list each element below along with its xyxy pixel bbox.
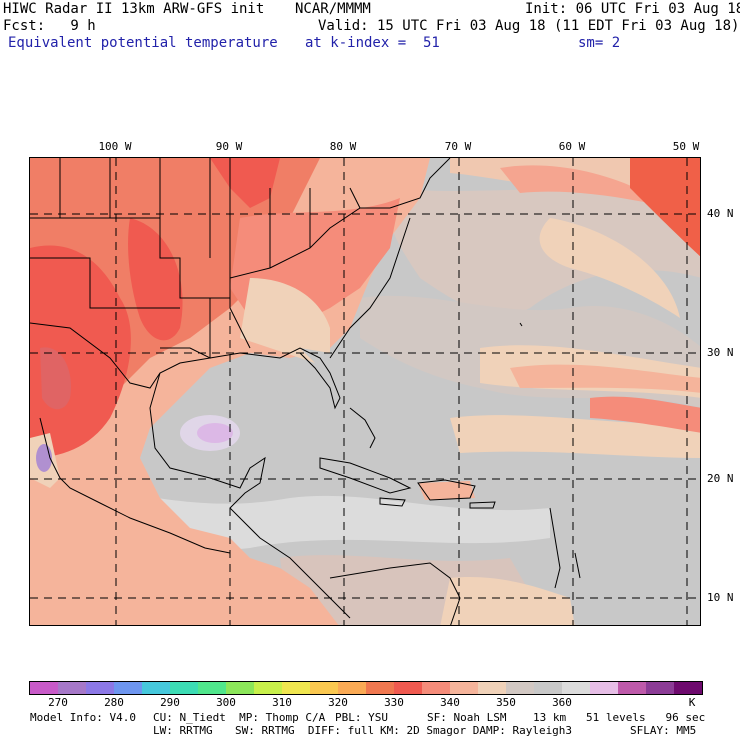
colorbar-swatch (394, 682, 422, 694)
colorbar-swatch (58, 682, 86, 694)
footer-pbl: PBL: YSU (335, 711, 388, 724)
forecast-hour: Fcst: 9 h (3, 18, 96, 34)
lon-tick-90w: 90 W (215, 140, 243, 153)
colorbar-label-310: 310 (272, 696, 292, 709)
colorbar-swatch (478, 682, 506, 694)
field-name: Equivalent potential temperature (8, 35, 278, 51)
colorbar-label-280: 280 (104, 696, 124, 709)
colorbar-swatch (590, 682, 618, 694)
colorbar-swatch (282, 682, 310, 694)
init-time: Init: 06 UTC Fri 03 Aug 18 (525, 1, 740, 17)
lat-tick-30n: 30 N (707, 346, 734, 359)
colorbar-swatch (646, 682, 674, 694)
model-title: HIWC Radar II 13km ARW-GFS init (3, 1, 265, 17)
colorbar-swatch (142, 682, 170, 694)
footer-resolution: 13 km 51 levels 96 sec (533, 711, 706, 724)
colorbar-label-360: 360 (552, 696, 572, 709)
lat-tick-20n: 20 N (707, 472, 734, 485)
level-label: at k-index = 51 (305, 35, 440, 51)
colorbar-swatch (254, 682, 282, 694)
colorbar-swatch (674, 682, 702, 694)
colorbar-swatch (422, 682, 450, 694)
colorbar-swatch (450, 682, 478, 694)
org-label: NCAR/MMMM (295, 1, 371, 17)
lon-tick-50w: 50 W (672, 140, 700, 153)
lon-tick-70w: 70 W (444, 140, 472, 153)
colorbar-swatch (366, 682, 394, 694)
colorbar-label-340: 340 (440, 696, 460, 709)
footer-cu-mp: CU: N_Tiedt MP: Thomp C/A (153, 711, 326, 724)
lon-tick-60w: 60 W (558, 140, 586, 153)
colorbar-label-330: 330 (384, 696, 404, 709)
map-canvas (30, 158, 700, 625)
colorbar-swatch (198, 682, 226, 694)
footer-sw-diff: SW: RRTMG DIFF: full (235, 724, 375, 737)
colorbar-swatch (114, 682, 142, 694)
colorbar-swatch (562, 682, 590, 694)
colorbar-swatch (310, 682, 338, 694)
colorbar-swatch (338, 682, 366, 694)
colorbar-swatch (226, 682, 254, 694)
colorbar-label-320: 320 (328, 696, 348, 709)
colorbar-label-290: 290 (160, 696, 180, 709)
colorbar-label-350: 350 (496, 696, 516, 709)
colorbar-swatch (86, 682, 114, 694)
colorbar-swatch (506, 682, 534, 694)
footer-sf: SF: Noah LSM (427, 711, 507, 724)
colorbar-swatch (534, 682, 562, 694)
lat-tick-10n: 10 N (707, 591, 734, 604)
lon-tick-80w: 80 W (329, 140, 357, 153)
colorbar-swatch (618, 682, 646, 694)
coastlines (30, 158, 581, 625)
smoothing-label: sm= 2 (578, 35, 621, 51)
footer-km-damp: KM: 2D Smagor DAMP: Rayleigh3 (380, 724, 573, 737)
footer-model-info: Model Info: V4.0 (30, 711, 136, 724)
colorbar-swatch (170, 682, 198, 694)
lat-tick-40n: 40 N (707, 207, 734, 220)
graticule (30, 158, 700, 625)
lon-tick-100w: 100 W (98, 140, 132, 153)
colorbar (29, 681, 703, 695)
colorbar-label-270: 270 (48, 696, 68, 709)
footer-sflay: SFLAY: MM5 (630, 724, 697, 737)
valid-time: Valid: 15 UTC Fri 03 Aug 18 (11 EDT Fri … (318, 18, 740, 34)
colorbar-swatch (30, 682, 58, 694)
colorbar-label-300: 300 (216, 696, 236, 709)
theta-e-map (29, 157, 701, 626)
colorbar-unit: K (688, 696, 696, 709)
footer-lw: LW: RRTMG (153, 724, 213, 737)
